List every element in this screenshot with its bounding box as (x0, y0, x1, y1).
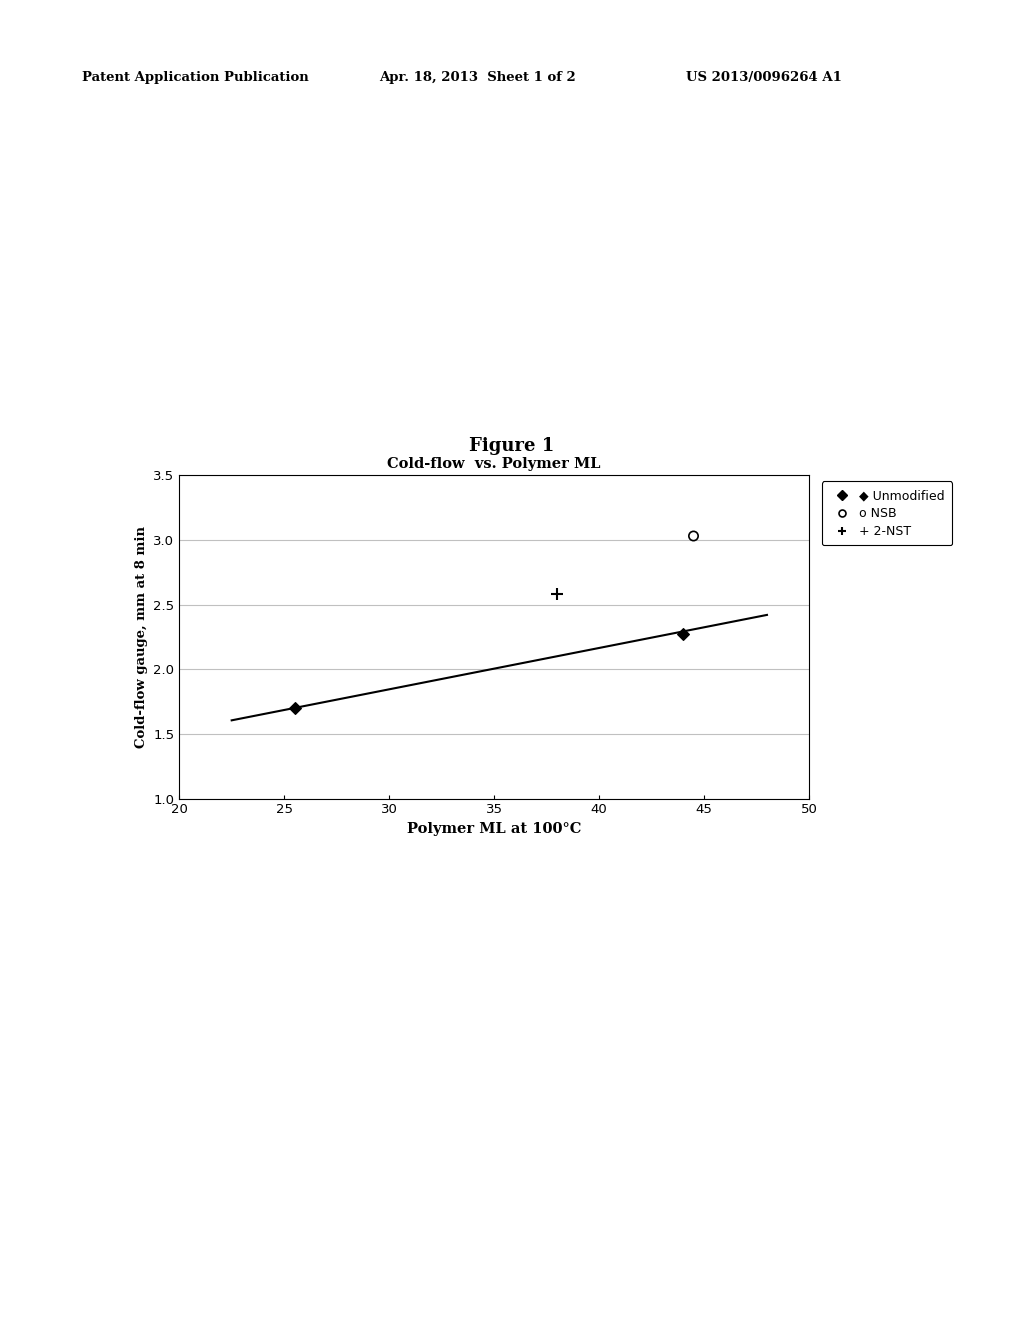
Text: Figure 1: Figure 1 (469, 437, 555, 455)
Point (685, 525, 701, 546)
Text: Patent Application Publication: Patent Application Publication (82, 71, 308, 84)
X-axis label: Polymer ML at 100°C: Polymer ML at 100°C (407, 822, 582, 836)
Text: US 2013/0096264 A1: US 2013/0096264 A1 (686, 71, 842, 84)
Point (287, 697, 303, 718)
Point (549, 583, 565, 605)
Legend: ◆ Unmodified, o NSB, + 2-NST: ◆ Unmodified, o NSB, + 2-NST (821, 482, 952, 545)
Point (675, 624, 691, 645)
Title: Cold-flow  vs. Polymer ML: Cold-flow vs. Polymer ML (387, 457, 601, 471)
Text: Apr. 18, 2013  Sheet 1 of 2: Apr. 18, 2013 Sheet 1 of 2 (379, 71, 575, 84)
Y-axis label: Cold-flow gauge, mm at 8 min: Cold-flow gauge, mm at 8 min (135, 525, 147, 748)
